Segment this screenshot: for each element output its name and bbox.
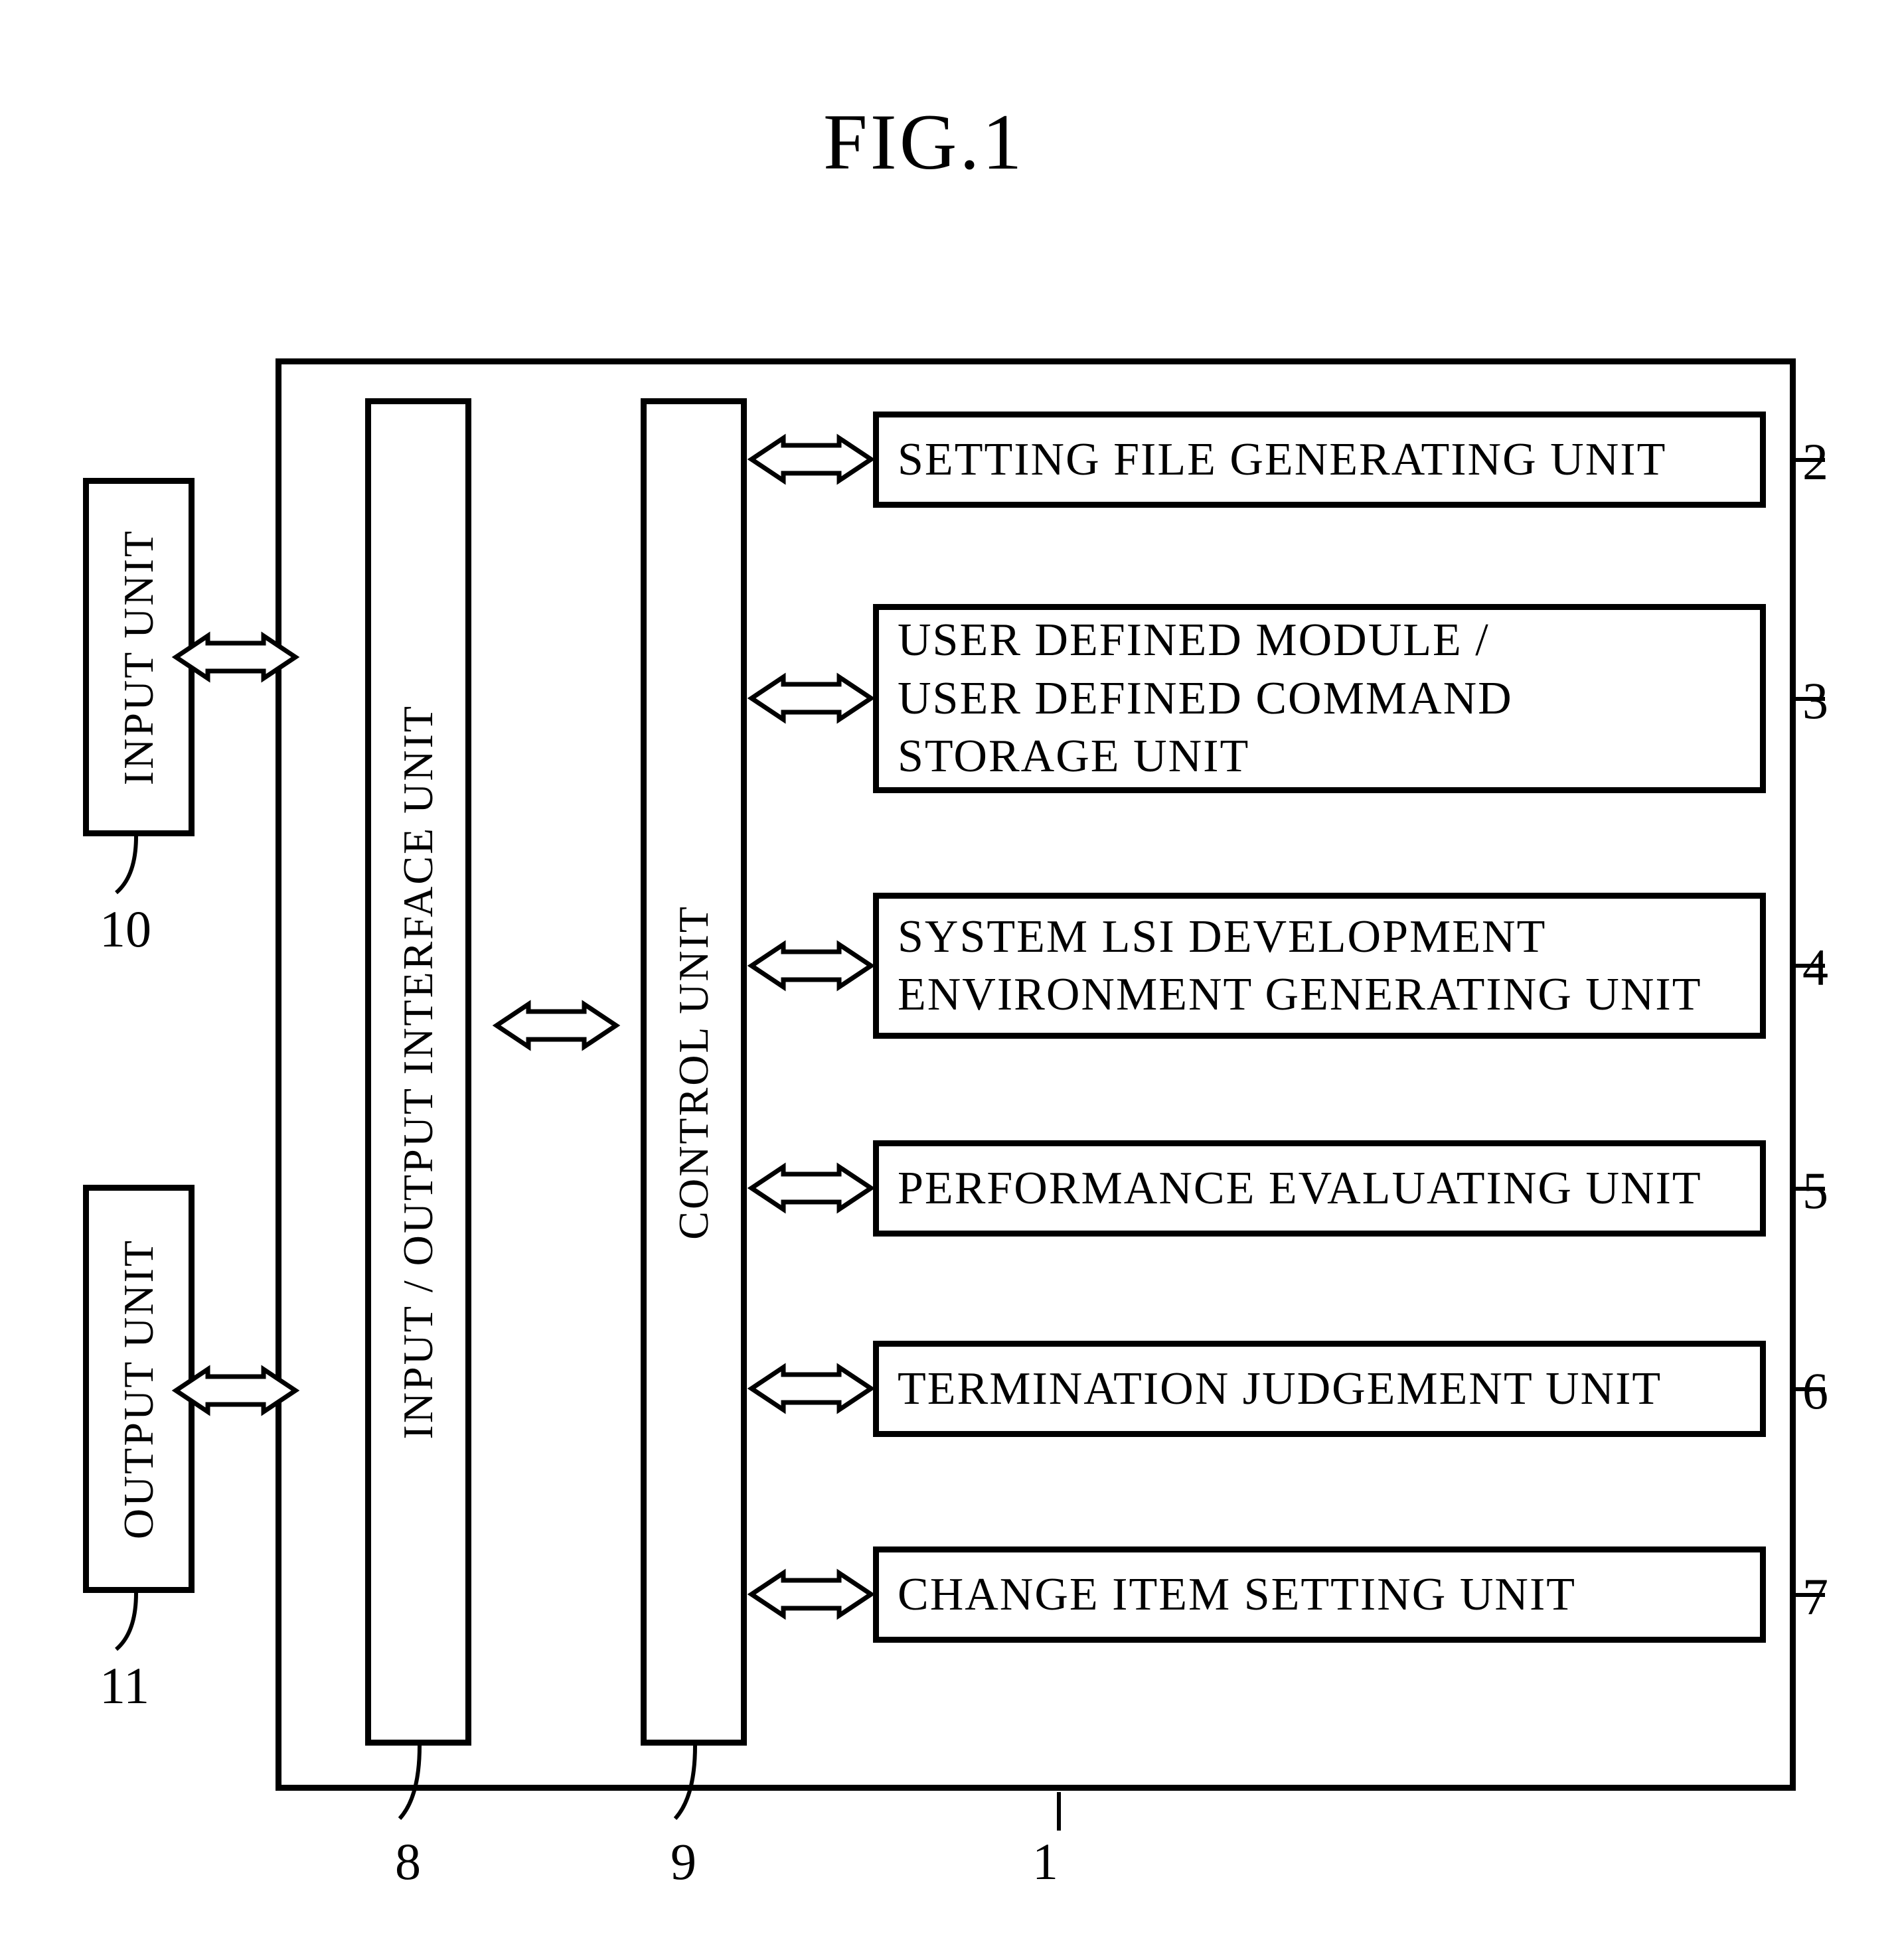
- storage-label: USER DEFINED MODULE / USER DEFINED COMMA…: [898, 611, 1513, 786]
- ref-2: 2: [1802, 432, 1828, 492]
- output-label: OUTPUT UNIT: [114, 1239, 163, 1539]
- ref-7: 7: [1802, 1567, 1828, 1627]
- control-block: CONTROL UNIT: [641, 398, 747, 1746]
- arrow-control-right-5: [752, 1573, 871, 1616]
- arrow-control-right-0: [752, 438, 871, 481]
- leader-1: [1057, 1792, 1061, 1831]
- termination-label: TERMINATION JUDGEMENT UNIT: [898, 1360, 1662, 1418]
- ref-8: 8: [395, 1832, 421, 1892]
- leader-9: [669, 1746, 722, 1819]
- input-label: INPUT UNIT: [114, 529, 163, 785]
- arrow-output-io: [176, 1369, 295, 1412]
- leader-5: [1796, 1187, 1825, 1191]
- leader-8: [393, 1746, 446, 1819]
- leader-11: [110, 1593, 163, 1649]
- ref-1: 1: [1032, 1832, 1058, 1892]
- figure-title: FIG.1: [823, 96, 1024, 188]
- ref-4: 4: [1802, 938, 1828, 998]
- leader-2: [1796, 458, 1825, 462]
- leader-7: [1796, 1593, 1825, 1597]
- leader-4: [1796, 964, 1825, 968]
- perf-block: PERFORMANCE EVALUATING UNIT: [873, 1140, 1766, 1237]
- change-block: CHANGE ITEM SETTING UNIT: [873, 1546, 1766, 1643]
- storage-block: USER DEFINED MODULE / USER DEFINED COMMA…: [873, 604, 1766, 793]
- io_if-block: INPUT / OUTPUT INTERFACE UNIT: [365, 398, 471, 1746]
- leader-6: [1796, 1387, 1825, 1391]
- setting-label: SETTING FILE GENERATING UNIT: [898, 431, 1666, 489]
- arrow-control-right-2: [752, 944, 871, 987]
- arrow-control-right-4: [752, 1367, 871, 1410]
- arrow-io-control: [497, 1004, 616, 1047]
- io_if-label: INPUT / OUTPUT INTERFACE UNIT: [394, 704, 443, 1439]
- sysdev-block: SYSTEM LSI DEVELOPMENT ENVIRONMENT GENER…: [873, 893, 1766, 1039]
- ref-6: 6: [1802, 1361, 1828, 1421]
- ref-11: 11: [100, 1656, 149, 1716]
- sysdev-label: SYSTEM LSI DEVELOPMENT ENVIRONMENT GENER…: [898, 908, 1702, 1024]
- arrow-control-right-1: [752, 677, 871, 719]
- leader-10: [110, 836, 163, 893]
- ref-10: 10: [100, 899, 151, 959]
- termination-block: TERMINATION JUDGEMENT UNIT: [873, 1341, 1766, 1437]
- arrow-control-right-3: [752, 1167, 871, 1209]
- setting-block: SETTING FILE GENERATING UNIT: [873, 412, 1766, 508]
- ref-5: 5: [1802, 1161, 1828, 1221]
- arrow-input-io: [176, 636, 295, 678]
- perf-label: PERFORMANCE EVALUATING UNIT: [898, 1160, 1702, 1218]
- ref-9: 9: [671, 1832, 696, 1892]
- control-label: CONTROL UNIT: [669, 905, 718, 1240]
- change-label: CHANGE ITEM SETTING UNIT: [898, 1566, 1576, 1624]
- leader-3: [1796, 697, 1825, 701]
- ref-3: 3: [1802, 671, 1828, 731]
